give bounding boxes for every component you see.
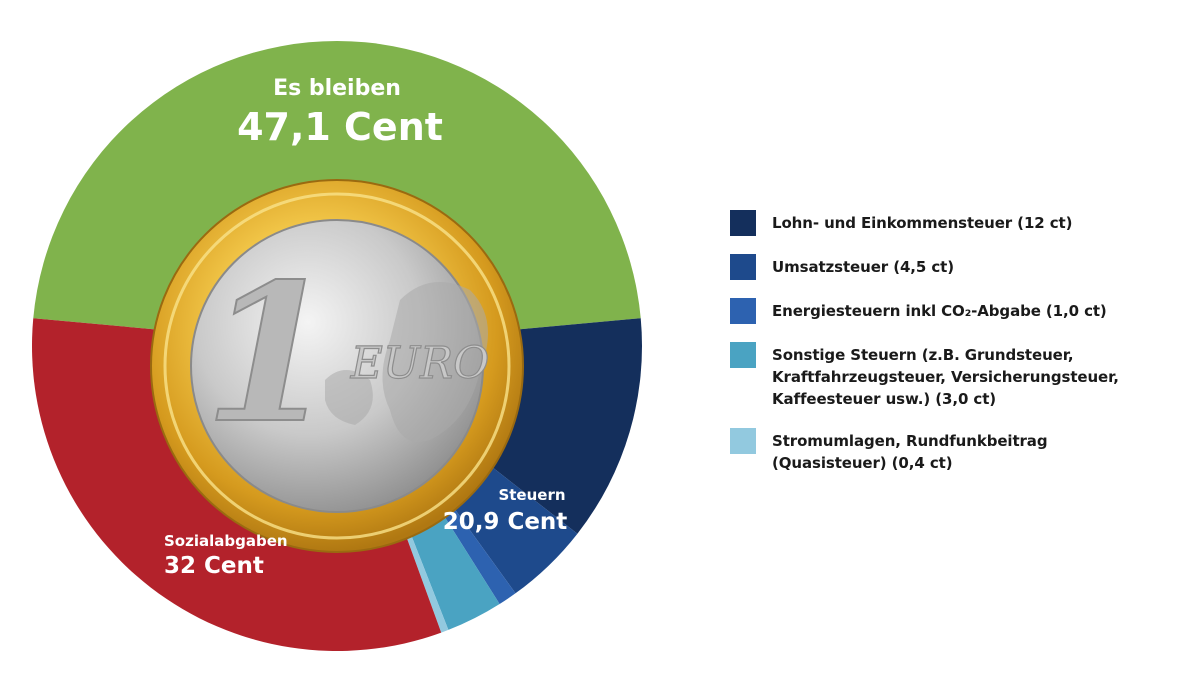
legend-swatch [730,210,756,236]
label-sozial-title: Sozialabgaben [164,532,288,550]
label-steuern-value: 20,9 Cent [443,509,568,535]
legend: Lohn- und Einkommensteuer (12 ct) Umsatz… [730,210,1180,494]
legend-swatch [730,342,756,368]
legend-swatch [730,254,756,280]
legend-swatch [730,428,756,454]
legend-swatch [730,298,756,324]
legend-item: Stromumlagen, Rundfunkbeitrag (Quasisteu… [730,428,1180,474]
legend-label: Umsatzsteuer (4,5 ct) [772,258,954,276]
legend-label: Stromumlagen, Rundfunkbeitrag (Quasisteu… [772,432,1048,472]
label-bleiben-value: 47,1 Cent [237,105,443,149]
label-sozial-value: 32 Cent [164,553,264,579]
legend-label: Sonstige Steuern (z.B. Grundsteuer, Kraf… [772,346,1119,408]
legend-item: Umsatzsteuer (4,5 ct) [730,254,1180,280]
coin-numeral: 1 [204,242,336,465]
coin-currency: EURO [350,338,489,389]
legend-label: Energiesteuern inkl CO₂-Abgabe (1,0 ct) [772,302,1107,320]
legend-label: Lohn- und Einkommensteuer (12 ct) [772,214,1073,232]
legend-item: Sonstige Steuern (z.B. Grundsteuer, Kraf… [730,342,1180,410]
label-bleiben-title: Es bleiben [273,76,401,101]
euro-coin-image: 1 EURO [150,179,524,553]
label-steuern-title: Steuern [498,486,565,504]
legend-item: Energiesteuern inkl CO₂-Abgabe (1,0 ct) [730,298,1180,324]
legend-item: Lohn- und Einkommensteuer (12 ct) [730,210,1180,236]
